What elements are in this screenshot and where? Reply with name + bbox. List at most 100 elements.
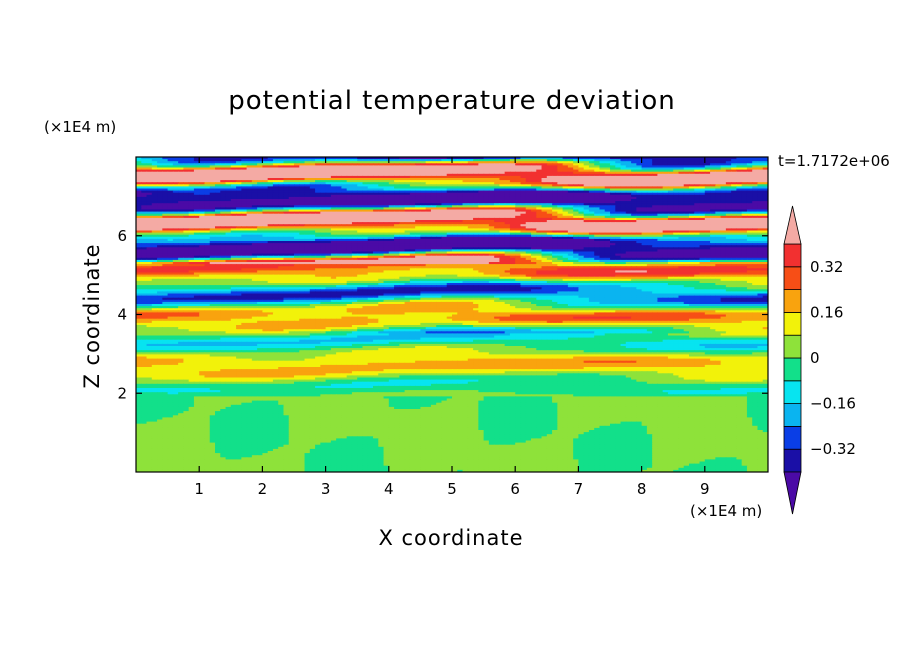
heatmap-cell (615, 194, 622, 198)
heatmap-cell (583, 232, 590, 236)
heatmap-cell (667, 205, 674, 208)
heatmap-cell (699, 184, 706, 187)
heatmap-cell (162, 173, 169, 177)
heatmap-cell (657, 173, 664, 177)
heatmap-cell (199, 196, 206, 200)
heatmap-cell (583, 167, 590, 171)
heatmap-cell (573, 228, 579, 232)
heatmap-cell (699, 163, 706, 166)
heatmap-cell (157, 178, 163, 181)
heatmap-cell (478, 165, 485, 169)
heatmap-cell (336, 173, 342, 177)
heatmap-cell (509, 157, 516, 160)
heatmap-cell (278, 163, 285, 166)
heatmap-cell (725, 196, 732, 200)
heatmap-cell (604, 169, 611, 173)
heatmap-cell (662, 209, 669, 213)
heatmap-cell (341, 213, 348, 217)
heatmap-cell (578, 228, 585, 232)
heatmap-cell (741, 207, 748, 211)
heatmap-cell (262, 190, 269, 194)
heatmap-cell (362, 224, 369, 227)
heatmap-cell (583, 190, 590, 194)
heatmap-cell (288, 186, 295, 190)
heatmap-cell (436, 186, 443, 190)
heatmap-cell (583, 215, 590, 219)
heatmap-cell (599, 199, 606, 202)
heatmap-cell (562, 178, 569, 181)
heatmap-cell (620, 173, 627, 177)
heatmap-cell (746, 228, 753, 232)
heatmap-cell (436, 232, 443, 236)
heatmap-cell (430, 157, 437, 160)
heatmap-cell (441, 182, 448, 185)
heatmap-cell (746, 182, 753, 185)
heatmap-cell (473, 196, 479, 200)
heatmap-cell (304, 178, 311, 181)
heatmap-cell (388, 232, 395, 236)
heatmap-cell (146, 180, 153, 183)
heatmap-cell (731, 230, 737, 234)
heatmap-cell (346, 159, 353, 162)
heatmap-cell (567, 159, 574, 162)
heatmap-cell (620, 224, 627, 227)
heatmap-cell (320, 186, 327, 190)
heatmap-cell (362, 232, 369, 236)
heatmap-cell (230, 199, 237, 202)
heatmap-cell (246, 209, 253, 213)
heatmap-cell (552, 224, 558, 227)
heatmap-cell (631, 182, 637, 185)
heatmap-cell (473, 224, 479, 227)
heatmap-cell (520, 209, 527, 213)
heatmap-cell (362, 199, 369, 202)
heatmap-cell (362, 186, 369, 190)
heatmap-cell (741, 232, 748, 236)
heatmap-cell (346, 222, 353, 225)
heatmap-cell (457, 157, 464, 160)
heatmap-cell (188, 217, 195, 221)
heatmap-cell (241, 228, 248, 232)
heatmap-cell (710, 192, 716, 196)
heatmap-cell (762, 213, 768, 217)
heatmap-cell (557, 222, 564, 225)
heatmap-cell (420, 173, 427, 177)
heatmap-cell (689, 232, 695, 236)
heatmap-cell (288, 203, 295, 206)
heatmap-cell (557, 180, 564, 183)
heatmap-cell (710, 188, 716, 192)
heatmap-cell (294, 234, 300, 238)
heatmap-cell (209, 201, 216, 204)
heatmap-cell (141, 220, 148, 223)
heatmap-cell (225, 232, 232, 236)
heatmap-cell (704, 161, 711, 164)
heatmap-cell (531, 230, 537, 234)
heatmap-cell (193, 175, 200, 179)
heatmap-cell (678, 186, 685, 190)
heatmap-cell (452, 184, 458, 187)
heatmap-cell (552, 196, 558, 200)
heatmap-cell (467, 194, 474, 198)
heatmap-cell (246, 190, 253, 194)
heatmap-cell (610, 157, 616, 160)
heatmap-cell (294, 228, 300, 232)
heatmap-cell (541, 169, 548, 173)
heatmap-cell (457, 205, 464, 208)
heatmap-cell (146, 182, 153, 185)
heatmap-cell (710, 230, 716, 234)
heatmap-cell (373, 190, 379, 194)
heatmap-cell (710, 222, 716, 225)
heatmap-cell (294, 220, 300, 223)
heatmap-cell (704, 157, 711, 160)
heatmap-cell (478, 213, 485, 217)
heatmap-cell (167, 182, 174, 185)
heatmap-cell (136, 178, 142, 181)
heatmap-cell (262, 161, 269, 164)
heatmap-cell (625, 199, 632, 202)
heatmap-cell (183, 165, 190, 169)
heatmap-cell (689, 159, 695, 162)
heatmap-cell (141, 175, 148, 179)
heatmap-cell (215, 188, 221, 192)
heatmap-cell (625, 224, 632, 227)
heatmap-cell (283, 207, 290, 211)
heatmap-cell (531, 171, 537, 175)
